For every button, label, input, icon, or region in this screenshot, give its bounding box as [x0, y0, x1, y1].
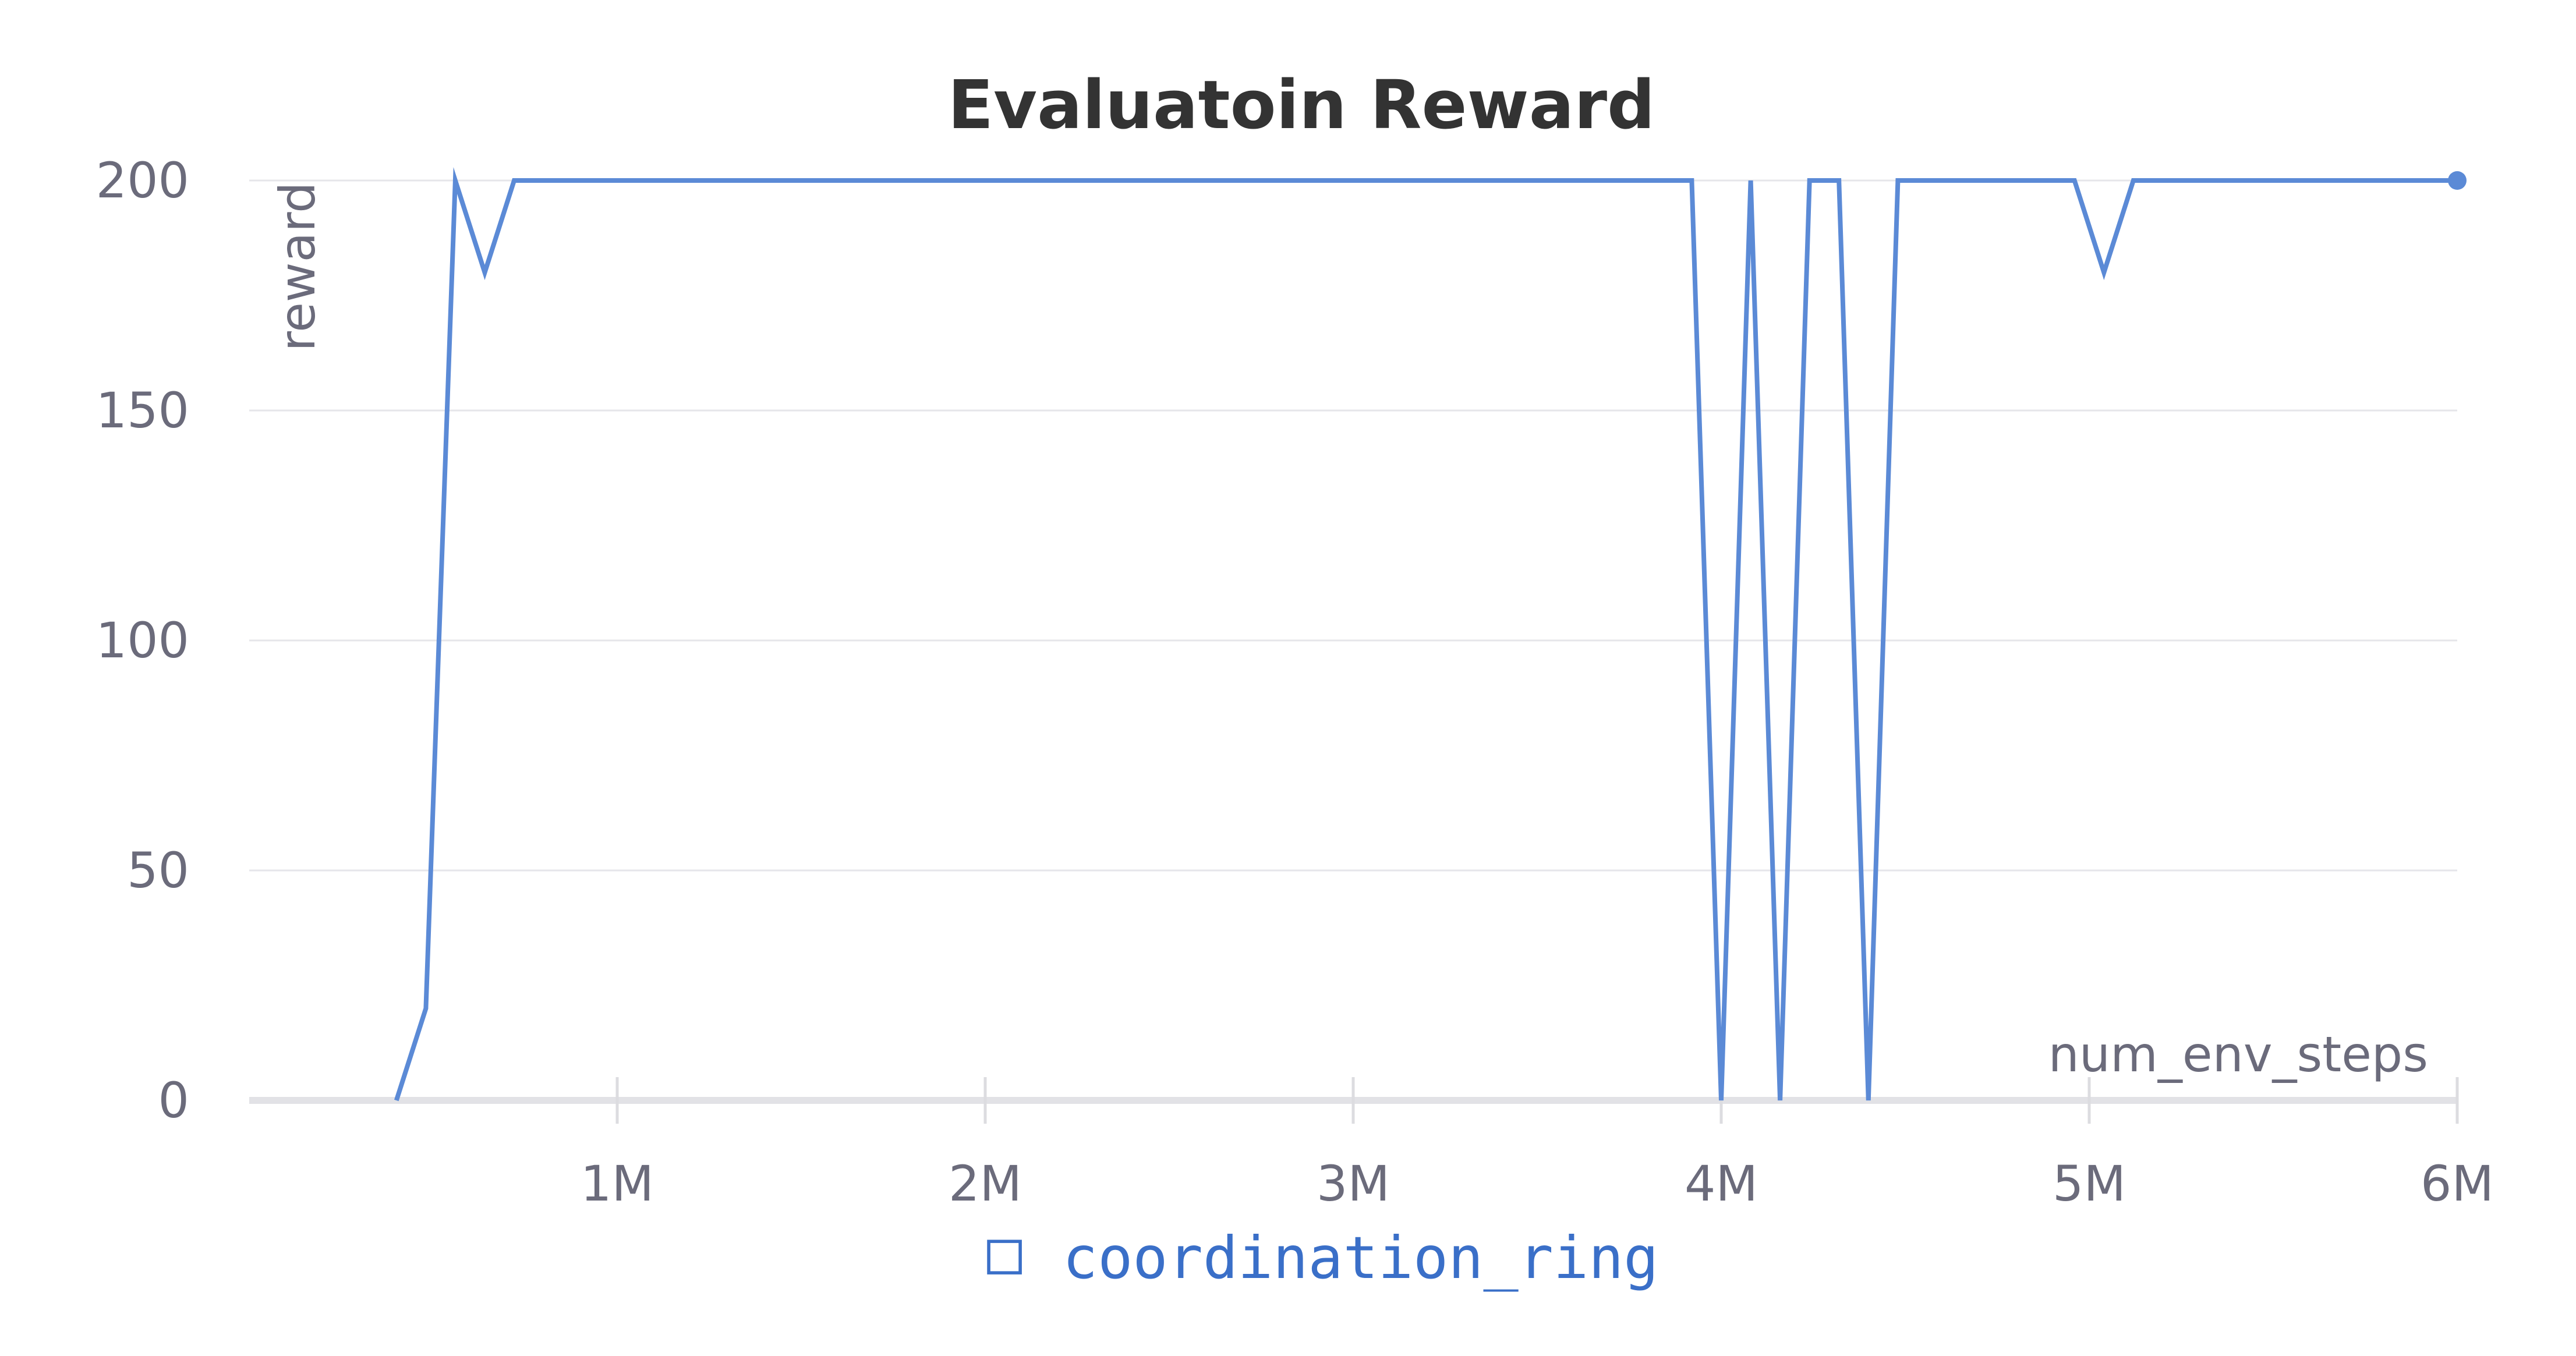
series-endpoint[interactable] [2448, 171, 2467, 190]
legend[interactable]: □ coordination_ring [987, 1218, 1659, 1292]
x-tick-label: 6M [2421, 1155, 2494, 1212]
x-tick-label: 5M [2053, 1155, 2126, 1212]
y-tick-label: 150 [96, 382, 189, 439]
y-axis-label: reward [269, 182, 326, 352]
y-tick-label: 50 [127, 842, 189, 899]
x-tick-label: 4M [1685, 1155, 1758, 1212]
y-tick-label: 100 [96, 612, 189, 669]
series-layer [394, 167, 2467, 1102]
y-tick-label: 0 [158, 1072, 189, 1129]
x-tick-label: 1M [581, 1155, 654, 1212]
x-tick-label: 2M [949, 1155, 1022, 1212]
legend-label: coordination_ring [1063, 1224, 1659, 1292]
axes: 0 50 100 150 200 1M 2M 3M 4M 5M 6M [96, 152, 2494, 1212]
series-line-coordination_ring[interactable] [394, 167, 2457, 1102]
grid-lines [249, 179, 2457, 872]
legend-marker-icon: □ [987, 1218, 1022, 1286]
x-tick-label: 3M [1317, 1155, 1390, 1212]
y-tick-label: 200 [96, 152, 189, 209]
chart-title: Evaluatoin Reward [948, 66, 1655, 144]
x-axis-label: num_env_steps [2048, 1026, 2428, 1083]
